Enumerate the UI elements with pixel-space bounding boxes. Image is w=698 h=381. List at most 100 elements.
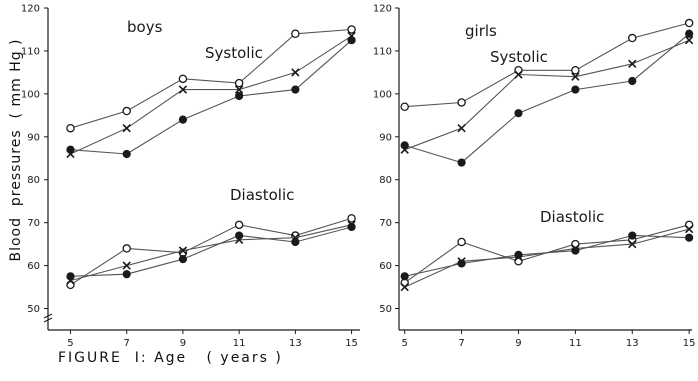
boys-systolic-cross-point: [234, 85, 244, 94]
boys-systolic-filled-circle-line: [70, 39, 352, 155]
boys-diastolic-cross-line: [70, 224, 352, 282]
girls-ytick-label: 70: [379, 218, 392, 229]
girls-systolic-filled-circle-point: [457, 158, 466, 167]
boys-diastolic-filled-circle-point: [122, 270, 131, 279]
boys-ytick-label: 100: [21, 89, 40, 100]
boys-diastolic-filled-circle-point: [235, 231, 244, 240]
girls-systolic-filled-circle-point: [685, 29, 694, 38]
girls-diastolic-cross-line: [404, 228, 690, 288]
girls-diastolic-filled-circle-point: [628, 231, 637, 240]
girls-systolic-open-circle-point: [571, 66, 580, 75]
boys-diastolic-cross-point: [178, 246, 188, 255]
boys-systolic-open-circle-point: [122, 106, 131, 116]
boys-diastolic-filled-circle-point: [178, 255, 188, 264]
boys-ytick-label: 80: [27, 175, 40, 186]
boys-ytick-label: 70: [27, 218, 40, 229]
boys-systolic-filled-circle-point: [178, 115, 188, 124]
boys-ytick-label: 60: [27, 261, 40, 272]
girls-systolic-open-circle-point: [628, 33, 637, 43]
boys-xtick-label: 13: [289, 338, 302, 349]
girls-ytick-label: 120: [373, 4, 392, 15]
girls-systolic-cross-point: [571, 72, 580, 81]
boys-systolic-open-circle-point: [178, 74, 188, 84]
boys-diastolic-filled-circle-line: [70, 226, 352, 277]
girls-systolic-filled-circle-point: [571, 85, 580, 94]
boys-xtick-label: 5: [67, 338, 73, 349]
girls-systolic-filled-circle-line: [404, 33, 690, 164]
girls-systolic-filled-circle-point: [400, 141, 409, 150]
boys-diastolic-open-circle-line: [70, 217, 352, 286]
boys-panel-title: boys: [127, 18, 163, 36]
girls-systolic-cross-point: [514, 70, 523, 79]
boys-diastolic-open-circle-point: [347, 214, 356, 223]
girls-ytick-label: 60: [379, 261, 392, 272]
boys-systolic-filled-circle-point: [235, 91, 244, 101]
girls-systolic-open-circle-point: [457, 98, 466, 107]
girls-diastolic-open-circle-line: [404, 224, 690, 284]
y-axis-title: Blood pressures ( mm Hg ): [8, 38, 24, 262]
boys-diastolic-open-circle-point: [122, 244, 131, 253]
boys-systolic-label: Systolic: [205, 44, 263, 62]
girls-systolic-label: Systolic: [490, 48, 548, 66]
boys-diastolic-open-circle-point: [234, 220, 244, 230]
girls-diastolic-filled-circle-point: [571, 246, 580, 255]
boys-systolic-filled-circle-point: [291, 85, 300, 94]
boys-systolic-open-circle-point: [347, 25, 356, 34]
girls-xtick-label: 11: [569, 338, 582, 349]
girls-diastolic-filled-circle-point: [400, 272, 409, 281]
boys-diastolic-label: Diastolic: [230, 186, 294, 204]
girls-systolic-open-circle-line: [404, 22, 690, 108]
girls-diastolic-filled-circle-point: [685, 233, 694, 242]
girls-xtick-label: 9: [515, 338, 521, 349]
girls-diastolic-cross-point: [400, 282, 409, 292]
boys-diastolic-filled-circle-point: [66, 272, 75, 281]
figure-caption: FIGURE I: Age ( years ): [58, 350, 283, 366]
figure-caption-label: FIGURE I:: [58, 350, 148, 366]
boys-ytick-label: 90: [27, 132, 40, 143]
boys-systolic-open-circle-point: [291, 29, 300, 39]
girls-ytick-label: 80: [379, 175, 392, 186]
girls-systolic-open-circle-point: [400, 102, 409, 111]
boys-diastolic-filled-circle-point: [291, 237, 300, 247]
boys-xtick-label: 9: [180, 338, 186, 349]
boys-xtick-label: 7: [124, 338, 130, 349]
boys-xtick-label: 15: [345, 338, 358, 349]
girls-diastolic-open-circle-point: [457, 237, 466, 247]
girls-xtick-label: 13: [626, 338, 639, 349]
boys-axis-break: [43, 313, 53, 323]
boys-ytick-label: 50: [27, 304, 40, 315]
girls-systolic-cross-line: [404, 39, 690, 151]
girls-diastolic-filled-circle-line: [404, 234, 690, 277]
boys-systolic-cross-point: [291, 68, 300, 77]
girls-systolic-cross-point: [457, 124, 466, 133]
girls-systolic-cross-point: [628, 59, 637, 68]
boys-systolic-open-circle-point: [66, 123, 75, 133]
girls-ytick-label: 50: [379, 304, 392, 315]
girls-diastolic-filled-circle-point: [457, 259, 466, 268]
boys-ytick-label: 110: [21, 46, 40, 57]
boys-systolic-filled-circle-point: [66, 145, 75, 154]
girls-systolic-filled-circle-point: [514, 109, 523, 118]
girls-ytick-label: 90: [379, 132, 392, 143]
x-axis-title: Age ( years ): [154, 350, 283, 366]
girls-ytick-label: 110: [373, 46, 392, 57]
boys-systolic-cross-line: [70, 35, 352, 155]
girls-xtick-label: 7: [458, 338, 464, 349]
girls-xtick-label: 5: [402, 338, 408, 349]
boys-diastolic-cross-point: [122, 261, 131, 270]
boys-xtick-label: 11: [233, 338, 246, 349]
girls-diastolic-cross-point: [684, 224, 694, 234]
girls-systolic-open-circle-point: [684, 18, 694, 28]
girls-diastolic-cross-point: [628, 239, 637, 249]
boys-systolic-open-circle-point: [234, 78, 244, 88]
boys-systolic-open-circle-line: [70, 28, 352, 129]
girls-ytick-label: 100: [373, 89, 392, 100]
boys-systolic-cross-point: [178, 85, 188, 94]
girls-panel-title: girls: [465, 22, 497, 40]
boys-ytick-label: 120: [21, 4, 40, 15]
boys-diastolic-filled-circle-point: [347, 222, 356, 232]
boys-systolic-filled-circle-point: [347, 36, 356, 45]
girls-xtick-label: 15: [683, 338, 696, 349]
